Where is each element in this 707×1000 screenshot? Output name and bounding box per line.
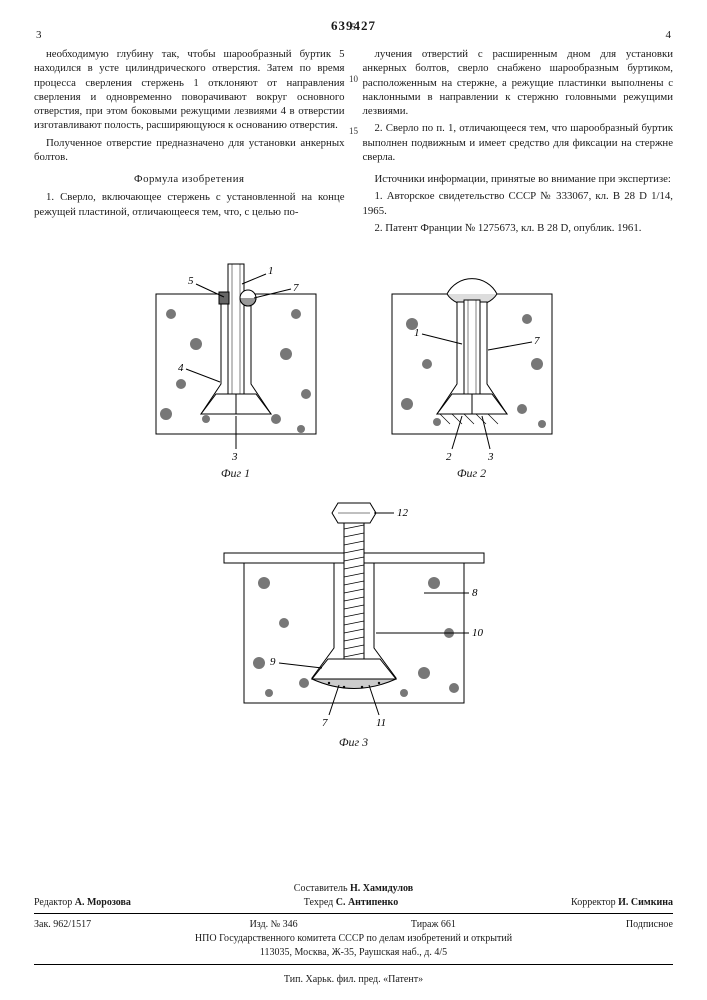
svg-text:1: 1 bbox=[268, 265, 274, 277]
figure-2-svg: 1 7 2 3 bbox=[372, 254, 572, 464]
figure-3-svg: 12 8 10 9 7 11 bbox=[194, 483, 514, 733]
figure-1-svg: 5 1 7 4 3 bbox=[136, 254, 336, 464]
text-columns: 5 10 15 3 необходимую глубину так, чтобы… bbox=[34, 44, 673, 238]
figure-2-label: Фиг 2 bbox=[372, 466, 572, 481]
claim-2: 2. Сверло по п. 1, отличающееся тем, что… bbox=[363, 121, 674, 164]
compiler-label: Составитель bbox=[294, 883, 348, 894]
right-column: 4 лучения отверстий с расширенным дном д… bbox=[363, 44, 674, 238]
printer: Тип. Харьк. фил. пред. «Патент» bbox=[34, 973, 673, 987]
figures-block: 5 1 7 4 3 Фиг 1 bbox=[34, 246, 673, 750]
corrector-label: Корректор bbox=[571, 897, 616, 908]
svg-text:4: 4 bbox=[178, 362, 184, 374]
svg-text:2: 2 bbox=[446, 451, 452, 463]
line-markers: 5 10 15 bbox=[349, 22, 358, 178]
svg-text:9: 9 bbox=[270, 656, 276, 668]
figure-1-label: Фиг 1 bbox=[136, 466, 336, 481]
footer: Составитель Н. Хамидулов Редактор А. Мор… bbox=[34, 882, 673, 986]
svg-text:7: 7 bbox=[293, 282, 299, 294]
svg-text:1: 1 bbox=[414, 327, 420, 339]
tech-name: С. Антипенко bbox=[336, 897, 398, 908]
paragraph: необходимую глубину так, чтобы шарообраз… bbox=[34, 47, 345, 133]
izd-number: Изд. № 346 bbox=[194, 918, 354, 932]
figures-row-top: 5 1 7 4 3 Фиг 1 bbox=[136, 254, 572, 481]
editor-label: Редактор bbox=[34, 897, 72, 908]
svg-text:10: 10 bbox=[472, 627, 484, 639]
tirazh: Тираж 661 bbox=[354, 918, 514, 932]
svg-text:3: 3 bbox=[487, 451, 494, 463]
figure-3-label: Фиг 3 bbox=[194, 735, 514, 750]
address: 113035, Москва, Ж-35, Раушская наб., д. … bbox=[34, 946, 673, 960]
svg-text:11: 11 bbox=[376, 717, 386, 729]
svg-text:12: 12 bbox=[397, 507, 409, 519]
page-number-right: 4 bbox=[666, 28, 672, 43]
svg-text:7: 7 bbox=[534, 335, 540, 347]
footer-divider bbox=[34, 913, 673, 914]
source-2: 2. Патент Франции № 1275673, кл. B 28 D,… bbox=[363, 221, 674, 235]
subscription: Подписное bbox=[513, 918, 673, 932]
line-marker: 10 bbox=[349, 74, 358, 86]
compiler-name: Н. Хамидулов bbox=[350, 883, 413, 894]
claim-1: 1. Сверло, включающее стержень с установ… bbox=[34, 190, 345, 219]
page-number-left: 3 bbox=[36, 28, 42, 43]
order-number: Зак. 962/1517 bbox=[34, 918, 194, 932]
formula-title: Формула изобретения bbox=[34, 172, 345, 186]
corrector-name: И. Симкина bbox=[618, 897, 673, 908]
editor-name: А. Морозова bbox=[75, 897, 131, 908]
line-marker: 5 bbox=[351, 22, 356, 34]
svg-text:5: 5 bbox=[188, 275, 194, 287]
left-column: 3 необходимую глубину так, чтобы шарообр… bbox=[34, 44, 345, 238]
paragraph: лучения отверстий с расширенным дном для… bbox=[363, 47, 674, 118]
paragraph: Полученное отверстие предназначено для у… bbox=[34, 136, 345, 165]
footer-divider-2 bbox=[34, 964, 673, 965]
figure-2: 1 7 2 3 Фиг 2 bbox=[372, 254, 572, 481]
line-marker: 15 bbox=[349, 126, 358, 138]
source-1: 1. Авторское свидетельство СССР № 333067… bbox=[363, 189, 674, 218]
figure-3: 12 8 10 9 7 11 Фиг 3 bbox=[194, 483, 514, 750]
sources-title: Источники информации, принятые во вниман… bbox=[363, 172, 674, 186]
organization: НПО Государственного комитета СССР по де… bbox=[34, 932, 673, 946]
tech-label: Техред bbox=[304, 897, 333, 908]
figure-1: 5 1 7 4 3 Фиг 1 bbox=[136, 254, 336, 481]
svg-text:8: 8 bbox=[472, 587, 478, 599]
svg-text:3: 3 bbox=[231, 451, 238, 463]
svg-text:7: 7 bbox=[322, 717, 328, 729]
